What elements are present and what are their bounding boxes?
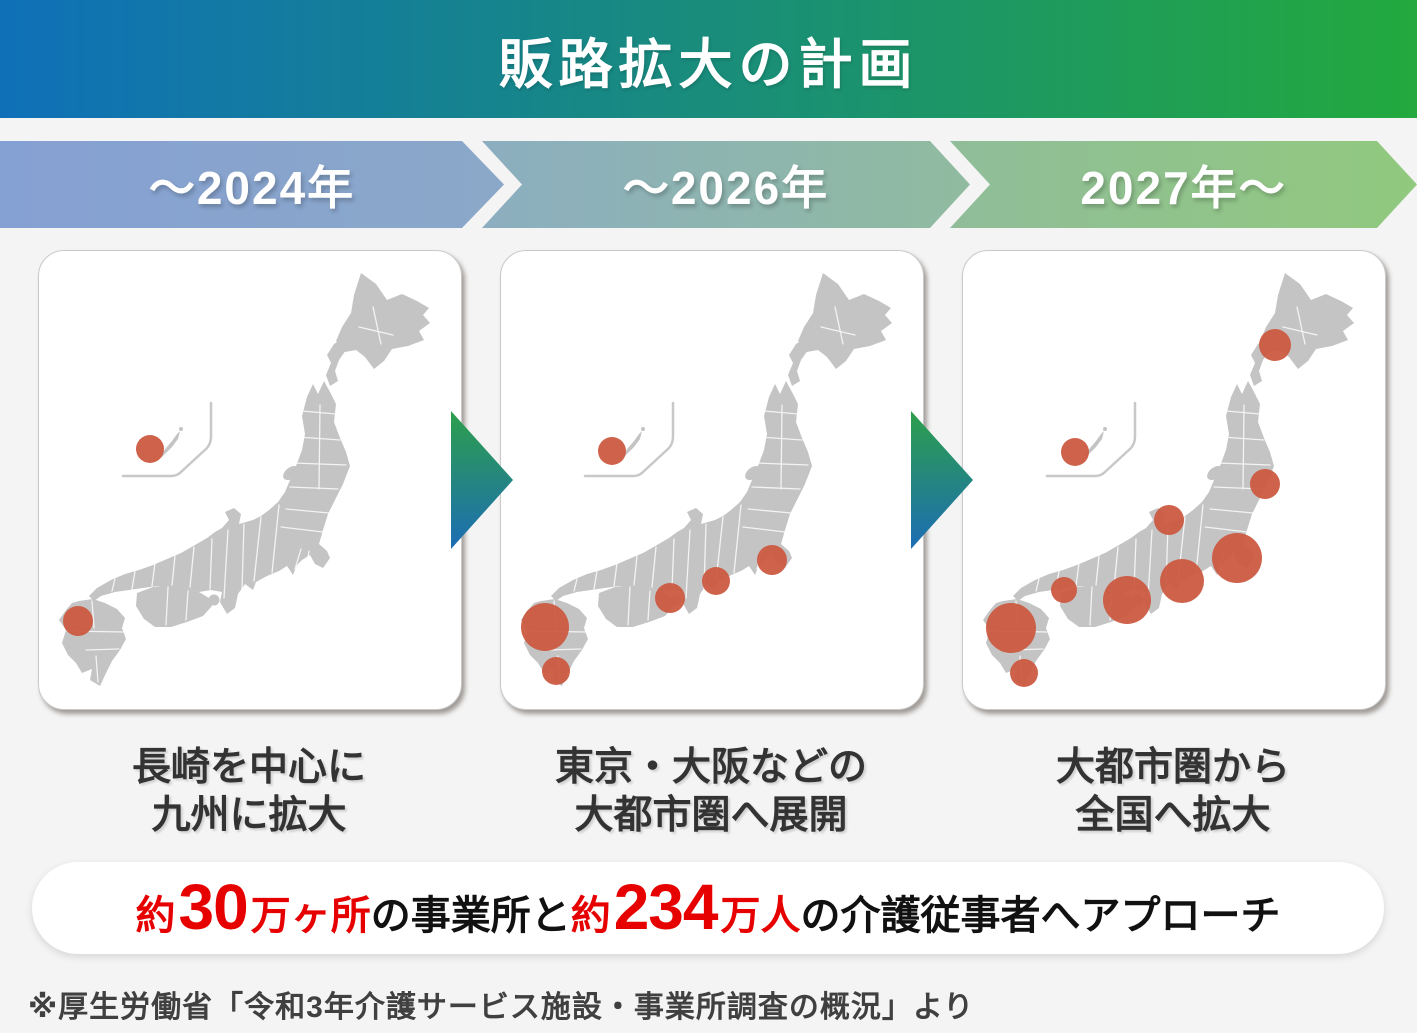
caption-line: 東京・大阪などの [554, 746, 867, 789]
expansion-dot-fukuoka-nagasaki [986, 603, 1036, 653]
expansion-dot-kagoshima [542, 657, 570, 685]
caption-line: 全国へ拡大 [1075, 793, 1271, 837]
page-title: 販路拡大の計画 [498, 34, 919, 95]
timeline-step-2024: 〜2024年 [0, 141, 504, 228]
expansion-dot-sapporo [1259, 329, 1291, 361]
expansion-dot-okinawa [598, 437, 626, 465]
caption-line: 大都市圏へ展開 [574, 793, 848, 837]
caption-2026: 東京・大阪などの 大都市圏へ展開 [500, 744, 922, 839]
expansion-dot-okinawa [136, 435, 164, 463]
caption-line: 大都市圏から [1055, 746, 1290, 789]
banner-red-prefix-1: 約 [135, 894, 176, 938]
expansion-dot-osaka [655, 583, 685, 613]
banner-red-unit-1: 万ヶ所 [250, 894, 371, 938]
timeline-step-label: 2027年〜 [1080, 161, 1287, 214]
expansion-dots-2024 [63, 435, 164, 636]
banner-black-text-1: の事業所と [370, 894, 571, 938]
banner-black-text-2: の介護従事者へアプローチ [800, 894, 1281, 938]
japan-map-2026 [519, 271, 894, 688]
expansion-dot-hiroshima [1051, 577, 1077, 603]
expansion-dot-fukuoka-nagasaki [521, 603, 569, 651]
caption-line: 九州に拡大 [151, 793, 347, 837]
timeline-step-label: 〜2024年 [148, 161, 356, 214]
header-banner: 販路拡大の計画 [0, 0, 1417, 118]
expansion-dot-nagoya [1160, 559, 1204, 603]
banner-red-prefix-2: 約 [570, 894, 611, 938]
expansion-dot-nagoya [702, 567, 730, 595]
banner-number-workers: 234 [613, 871, 719, 943]
expansion-dot-okinawa [1061, 438, 1089, 466]
map-card-2027 [962, 250, 1386, 710]
expansion-dot-kagoshima [1010, 659, 1038, 687]
source-footnote: ※厚生労働省「令和3年介護サービス施設・事業所調査の概況」より [28, 991, 975, 1024]
banner-red-unit-2: 万人 [720, 894, 801, 938]
timeline-step-label: 〜2026年 [622, 161, 830, 214]
expansion-dot-sendai [1250, 469, 1280, 499]
expansion-dot-hokuriku [1154, 505, 1184, 535]
japan-map-2024 [57, 271, 432, 688]
expansion-dot-osaka [1103, 576, 1151, 624]
map-card-2026 [500, 250, 924, 710]
map-card-2024 [38, 250, 462, 710]
expansion-dots-2027 [986, 329, 1291, 687]
japan-map-2027 [981, 271, 1356, 688]
expansion-dot-tokyo [1212, 533, 1262, 583]
expansion-dot-nagasaki [63, 606, 93, 636]
expansion-dot-tokyo [757, 545, 787, 575]
caption-line: 長崎を中心に [131, 746, 366, 789]
expansion-dots-2026 [521, 437, 787, 685]
approach-summary-banner: 約30万ヶ所の事業所と約234万人の介護従事者へアプローチ [32, 862, 1384, 954]
caption-2024: 長崎を中心に 九州に拡大 [38, 744, 460, 839]
timeline-step-2026: 〜2026年 [482, 141, 970, 228]
caption-2027: 大都市圏から 全国へ拡大 [962, 744, 1384, 839]
timeline-step-2027: 2027年〜 [950, 141, 1417, 228]
banner-number-offices: 30 [178, 871, 249, 943]
